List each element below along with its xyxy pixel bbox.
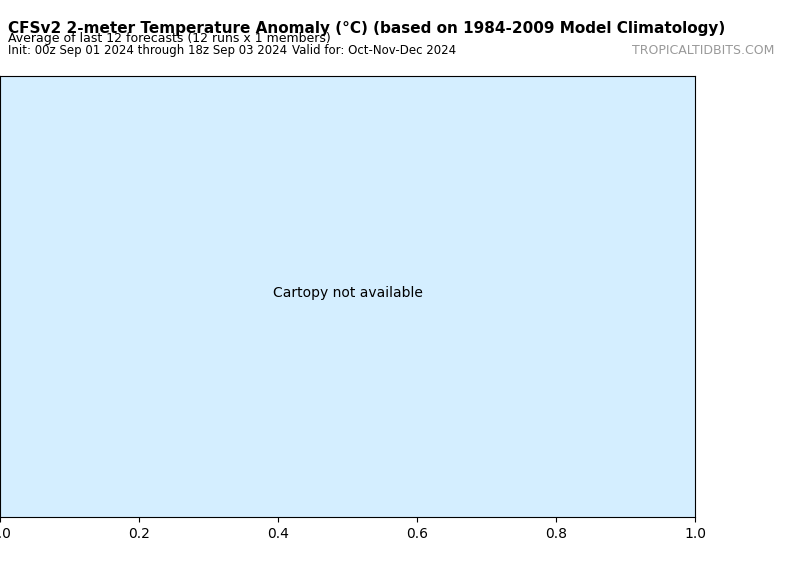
Text: Init: 00z Sep 01 2024 through 18z Sep 03 2024: Init: 00z Sep 01 2024 through 18z Sep 03… — [8, 44, 287, 57]
Text: Valid for: Oct-Nov-Dec 2024: Valid for: Oct-Nov-Dec 2024 — [292, 44, 457, 57]
Text: CFSv2 2-meter Temperature Anomaly (°C) (based on 1984-2009 Model Climatology): CFSv2 2-meter Temperature Anomaly (°C) (… — [8, 21, 725, 36]
Text: TROPICALTIDBITS.COM: TROPICALTIDBITS.COM — [632, 44, 774, 57]
Text: Average of last 12 forecasts (12 runs x 1 members): Average of last 12 forecasts (12 runs x … — [8, 32, 331, 45]
Text: Cartopy not available: Cartopy not available — [273, 286, 423, 300]
